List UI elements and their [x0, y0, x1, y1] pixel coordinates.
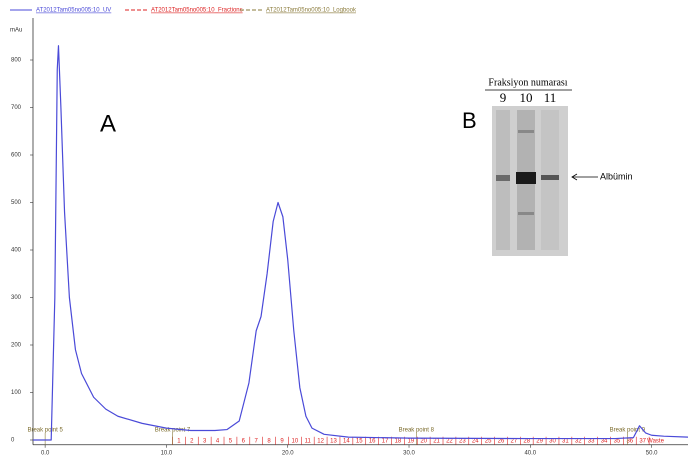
break-point-label: Break point 8: [399, 427, 435, 433]
lane-label: 9: [500, 90, 507, 105]
annotation: A: [100, 110, 116, 137]
fraction-label: 35: [614, 438, 621, 444]
fraction-label: 25: [485, 438, 492, 444]
fraction-label: 13: [330, 438, 337, 444]
lane-label: 11: [544, 90, 557, 105]
band: [496, 175, 510, 181]
fraction-label: 34: [601, 438, 608, 444]
band: [516, 172, 536, 184]
x-tick-label: 50.0: [646, 450, 658, 456]
band-label: Albümin: [600, 171, 633, 181]
y-tick-label: 100: [11, 390, 22, 396]
x-tick-label: 0.0: [41, 450, 50, 456]
fraction-label: 15: [356, 438, 363, 444]
y-tick-label: 800: [11, 58, 22, 64]
fraction-label: 31: [562, 438, 569, 444]
page: {"chart_data": { "type": "line", "y_unit…: [0, 0, 688, 457]
legend-label: AT2012Tam05no005:10_UV: [36, 8, 111, 14]
fraction-label: 16: [369, 438, 376, 444]
fraction-label: 20: [420, 438, 427, 444]
fraction-label: 33: [588, 438, 595, 444]
y-tick-label: 600: [11, 153, 22, 159]
x-tick-label: 30.0: [403, 450, 415, 456]
x-tick-label: 20.0: [282, 450, 294, 456]
fraction-label: 14: [343, 438, 350, 444]
fraction-label: 29: [536, 438, 543, 444]
fraction-label: 17: [382, 438, 389, 444]
fraction-label: 24: [472, 438, 479, 444]
fraction-label: 11: [305, 438, 312, 444]
fraction-label: 28: [523, 438, 530, 444]
fraction-label: 22: [446, 438, 453, 444]
fraction-label: 23: [459, 438, 466, 444]
y-tick-label: 500: [11, 200, 22, 206]
y-tick-label: 700: [11, 105, 22, 111]
fraction-label: 30: [549, 438, 556, 444]
y-tick-label: 300: [11, 295, 22, 301]
x-tick-label: 10.0: [161, 450, 173, 456]
legend-label: AT2012Tam05no005:10_Fractions: [151, 8, 243, 14]
fraction-label: 10: [292, 438, 299, 444]
lane-label: 10: [520, 90, 533, 105]
chart: mAu A B Fraksiyon numarası 9 10 11 Albüm…: [0, 0, 688, 457]
fraction-label: 27: [511, 438, 518, 444]
band: [518, 212, 534, 215]
annotation: B: [462, 108, 477, 133]
band: [518, 130, 534, 133]
y-unit: mAu: [10, 28, 22, 34]
fraction-label: 18: [395, 438, 402, 444]
y-tick-label: 200: [11, 343, 22, 349]
legend-label: AT2012Tam05no005:10_Logbook: [266, 8, 357, 14]
fraction-label: Waste: [647, 438, 664, 444]
fraction-label: 21: [433, 438, 440, 444]
fraction-label: 12: [317, 438, 324, 444]
break-point-label: Break point 9: [610, 427, 646, 433]
inset-title: Fraksiyon numarası: [488, 77, 567, 88]
fraction-label: 19: [407, 438, 414, 444]
fraction-label: 26: [498, 438, 505, 444]
x-tick-label: 40.0: [524, 450, 536, 456]
background: [0, 0, 688, 457]
fraction-label: 32: [575, 438, 582, 444]
y-tick-label: 400: [11, 248, 22, 254]
band: [541, 175, 559, 180]
fraction-label: 37: [639, 438, 646, 444]
break-point-label: Break point 5: [27, 427, 63, 433]
